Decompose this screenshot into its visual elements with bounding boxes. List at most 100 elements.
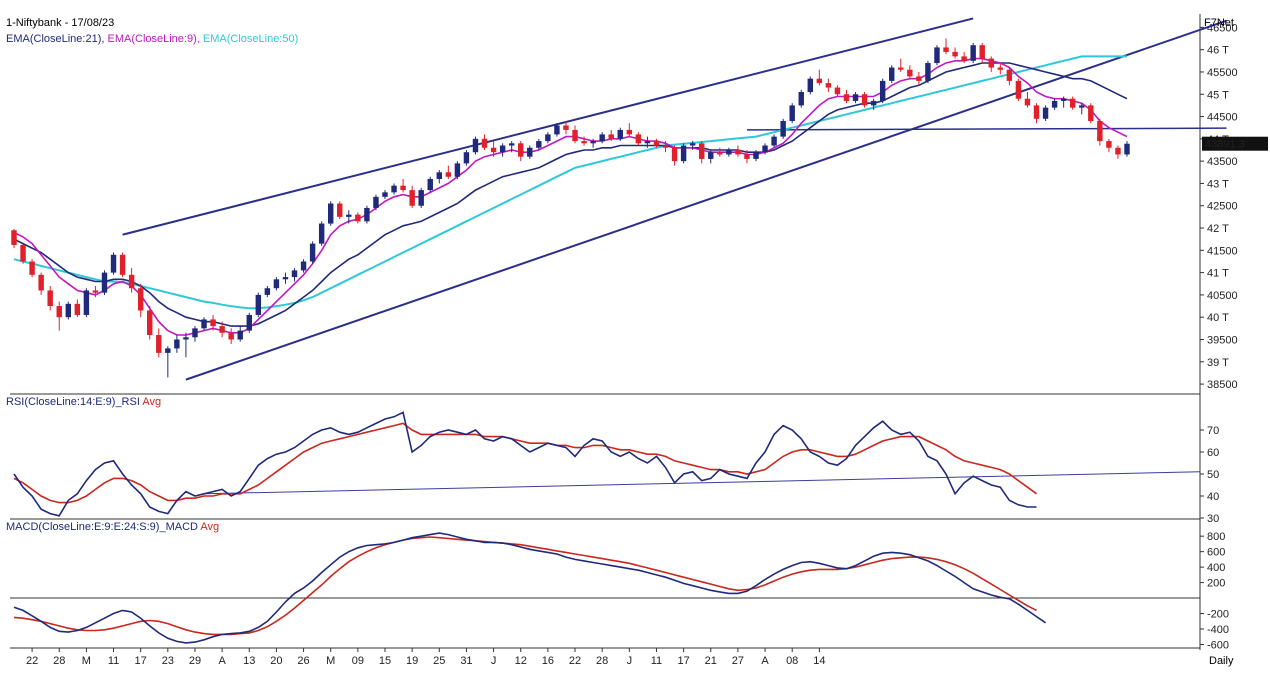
- rsi-line: [13, 411, 1037, 517]
- ema9-legend: EMA(CloseLine:9),: [107, 33, 200, 45]
- candle-body: [1060, 98, 1067, 101]
- price-tick-label: 38500: [1207, 379, 1238, 391]
- candle-body: [925, 63, 931, 81]
- x-tick-label: A: [761, 655, 769, 667]
- candle-body: [780, 121, 786, 137]
- candle-body: [581, 141, 587, 144]
- candle-body: [961, 56, 967, 61]
- candle-body: [273, 279, 280, 289]
- candle-body: [490, 147, 497, 153]
- candle-body: [237, 330, 243, 340]
- candle-body: [418, 190, 424, 206]
- candle-body: [373, 196, 379, 208]
- candle-body: [834, 87, 841, 95]
- x-tick-label: 22: [569, 655, 581, 667]
- x-tick-label: 27: [732, 655, 744, 667]
- price-tick-label: 40 T: [1207, 312, 1229, 324]
- candle-body: [726, 149, 732, 155]
- candle-body: [1106, 141, 1112, 148]
- candle-body: [563, 125, 569, 130]
- macd-tick-label: 200: [1207, 578, 1225, 590]
- candle-body: [83, 290, 90, 315]
- macd-tick-label: -200: [1207, 609, 1229, 621]
- x-tick-label: 23: [162, 655, 174, 667]
- candle-body: [1033, 105, 1040, 119]
- candle-body: [852, 94, 859, 101]
- candle-body: [65, 303, 72, 318]
- price-tick-label: 45 T: [1207, 89, 1229, 101]
- price-tick-label: 44500: [1207, 112, 1238, 124]
- price-tick-label: 39 T: [1207, 357, 1229, 369]
- horizontal-support-line: [746, 127, 1227, 131]
- candle-body: [110, 254, 117, 273]
- macd-legend-main: MACD(CloseLine:E:9:E:24:S:9)_MACD: [6, 521, 198, 533]
- candle-body: [771, 136, 777, 146]
- candle-body: [364, 207, 370, 222]
- candle-body: [355, 214, 361, 222]
- price-tick-label: 40500: [1207, 290, 1238, 302]
- candle-body: [997, 67, 1004, 70]
- candle-body: [698, 143, 705, 159]
- rsi-avg-line: [13, 422, 1037, 504]
- candle-body: [970, 45, 976, 61]
- candle-body: [11, 230, 17, 245]
- symbol-line: 1-Niftybank - 17/08/23: [6, 17, 115, 29]
- candle-body: [635, 134, 642, 144]
- period-label: Daily: [1209, 655, 1234, 667]
- candle-body: [445, 172, 452, 177]
- x-tick-label: M: [82, 655, 91, 667]
- candle-body: [861, 94, 868, 106]
- candle-body: [318, 223, 325, 244]
- candle-body: [56, 306, 62, 318]
- candle-body: [879, 80, 886, 101]
- candle-body: [870, 100, 877, 106]
- candle-body: [346, 214, 352, 217]
- x-tick-label: 13: [243, 655, 255, 667]
- candle-body: [47, 290, 53, 307]
- x-tick-label: 16: [542, 655, 554, 667]
- candle-body: [816, 78, 823, 84]
- rsi-trendline: [204, 471, 1201, 495]
- price-tick-label: 41 T: [1207, 268, 1229, 280]
- candle-body: [382, 192, 388, 197]
- rsi-tick-label: 50: [1207, 469, 1219, 481]
- candle-body: [979, 45, 985, 59]
- candle-body: [916, 76, 922, 81]
- candle-body: [427, 178, 433, 191]
- last-price-label: 43891.3: [1205, 139, 1245, 151]
- candle-body: [29, 261, 35, 275]
- candle-body: [943, 47, 949, 52]
- rsi-legend: RSI(CloseLine:14:E:9)_RSI Avg: [6, 396, 161, 409]
- price-tick-label: 45500: [1207, 67, 1238, 79]
- macd-tick-label: 600: [1207, 547, 1225, 559]
- candle-body: [1097, 121, 1103, 142]
- candle-body: [219, 326, 225, 333]
- candle-body: [1069, 98, 1076, 108]
- candle-body: [680, 145, 687, 162]
- candle-body: [264, 288, 271, 295]
- x-tick-label: A: [218, 655, 226, 667]
- candle-body: [454, 163, 461, 177]
- candle-body: [282, 277, 289, 280]
- candle-body: [1006, 69, 1013, 81]
- candle-body: [789, 105, 795, 122]
- ema50-legend: EMA(CloseLine:50): [202, 33, 299, 45]
- ema21-legend: EMA(CloseLine:21),: [6, 33, 105, 45]
- macd-tick-label: -400: [1207, 624, 1229, 636]
- candle-body: [391, 185, 397, 193]
- price-tick-label: 43500: [1207, 156, 1238, 168]
- x-tick-label: J: [491, 655, 497, 667]
- candle-body: [1042, 107, 1049, 119]
- candle-body: [327, 203, 334, 224]
- candle-body: [481, 138, 488, 148]
- brand-label: F7Net: [1204, 17, 1234, 29]
- upper-channel-line: [122, 17, 974, 236]
- candle-body: [499, 145, 506, 153]
- price-tick-label: 42500: [1207, 201, 1238, 213]
- candle-body: [671, 147, 678, 162]
- candle-body: [617, 129, 623, 139]
- ema9-line: [13, 57, 1128, 336]
- x-tick-label: 21: [705, 655, 717, 667]
- candle-body: [689, 143, 696, 146]
